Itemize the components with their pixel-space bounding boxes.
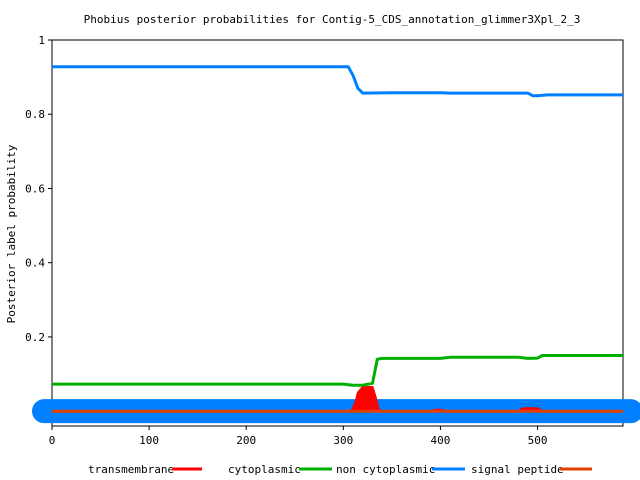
legend-label-transmembrane: transmembrane bbox=[88, 463, 174, 476]
y-tick-label: 0.2 bbox=[25, 331, 45, 344]
x-tick-label: 0 bbox=[49, 434, 56, 447]
plot-area bbox=[32, 65, 640, 424]
series-non-cytoplasmic-line bbox=[52, 65, 623, 98]
x-tick-label: 300 bbox=[333, 434, 353, 447]
y-tick-label: 1 bbox=[38, 34, 45, 47]
plot-frame bbox=[51, 39, 624, 427]
y-tick-label: 0.4 bbox=[25, 257, 45, 270]
legend-label-cytoplasmic: cytoplasmic bbox=[228, 463, 301, 476]
series-cytoplasmic-line bbox=[52, 354, 623, 387]
axis-ticks: 0 100 200 300 400 500 0.2 0.4 0.6 0.8 1 bbox=[25, 34, 547, 447]
legend-label-non-cytoplasmic: non cytoplasmic bbox=[336, 463, 435, 476]
legend-label-signal-peptide: signal peptide bbox=[471, 463, 564, 476]
y-tick-label: 0.8 bbox=[25, 108, 45, 121]
x-tick-label: 100 bbox=[139, 434, 159, 447]
x-tick-label: 200 bbox=[236, 434, 256, 447]
y-tick-label: 0.6 bbox=[25, 182, 45, 195]
x-tick-label: 400 bbox=[430, 434, 450, 447]
legend: transmembrane cytoplasmic non cytoplasmic s… bbox=[88, 463, 592, 476]
y-axis-label: Posterior label probability bbox=[5, 144, 18, 323]
chart-title: Phobius posterior probabilities for Cont… bbox=[84, 13, 581, 26]
x-tick-label: 500 bbox=[528, 434, 548, 447]
